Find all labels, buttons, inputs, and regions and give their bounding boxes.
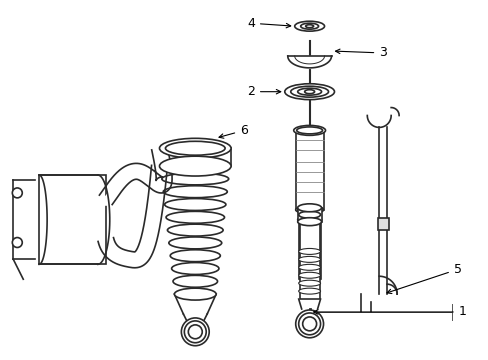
Ellipse shape	[294, 21, 324, 31]
Ellipse shape	[298, 256, 320, 262]
Ellipse shape	[298, 272, 320, 278]
Bar	[377, 218, 388, 230]
Ellipse shape	[167, 224, 223, 236]
Ellipse shape	[170, 250, 220, 262]
Text: 1: 1	[313, 306, 466, 319]
Ellipse shape	[284, 84, 334, 100]
Ellipse shape	[298, 280, 320, 286]
Text: 6: 6	[219, 124, 247, 138]
Bar	[39, 175, 105, 264]
Ellipse shape	[298, 264, 320, 270]
Ellipse shape	[174, 288, 216, 300]
Ellipse shape	[300, 23, 318, 29]
Circle shape	[181, 318, 209, 346]
Ellipse shape	[164, 199, 225, 211]
Ellipse shape	[162, 173, 228, 185]
Ellipse shape	[293, 125, 325, 135]
Circle shape	[12, 188, 22, 198]
Circle shape	[302, 317, 316, 331]
Ellipse shape	[171, 262, 219, 274]
Ellipse shape	[304, 90, 314, 94]
Ellipse shape	[166, 211, 224, 223]
Ellipse shape	[296, 127, 322, 134]
Bar	[295, 130, 323, 210]
Ellipse shape	[297, 218, 321, 226]
Ellipse shape	[298, 211, 320, 218]
Ellipse shape	[297, 88, 321, 95]
Bar	[299, 222, 319, 299]
Text: 4: 4	[246, 17, 290, 30]
Ellipse shape	[298, 248, 320, 255]
Ellipse shape	[290, 86, 328, 97]
Ellipse shape	[163, 186, 227, 198]
Ellipse shape	[297, 207, 321, 213]
Ellipse shape	[165, 141, 224, 155]
Text: 5: 5	[386, 263, 461, 293]
Text: 2: 2	[246, 85, 280, 98]
Ellipse shape	[160, 160, 230, 172]
Ellipse shape	[168, 237, 221, 249]
Ellipse shape	[159, 156, 231, 176]
Text: 3: 3	[335, 46, 386, 59]
Ellipse shape	[298, 288, 320, 294]
Ellipse shape	[173, 275, 217, 287]
Circle shape	[12, 238, 22, 247]
Bar	[297, 208, 321, 222]
Ellipse shape	[159, 138, 231, 158]
Circle shape	[188, 325, 202, 339]
Ellipse shape	[297, 216, 321, 224]
Ellipse shape	[295, 206, 323, 214]
Circle shape	[295, 310, 323, 338]
Bar	[298, 210, 320, 279]
Ellipse shape	[297, 204, 321, 212]
Ellipse shape	[305, 25, 313, 28]
